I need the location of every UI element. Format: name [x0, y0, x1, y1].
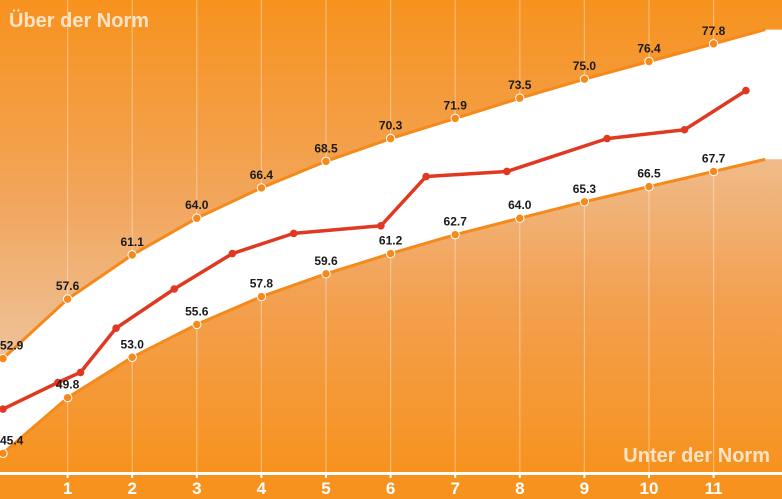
x-tick-label-7: 7	[450, 479, 459, 498]
lower-norm-point-1	[62, 392, 73, 403]
upper-norm-label-1: 57.6	[56, 279, 80, 293]
x-tick-label-9: 9	[580, 479, 589, 498]
lower-norm-point-0	[0, 448, 8, 459]
zone-label-below: Unter der Norm	[623, 445, 770, 467]
measured-point-3	[112, 324, 120, 332]
upper-norm-point-6	[385, 133, 396, 144]
upper-norm-point-5	[321, 156, 331, 167]
measured-point-0	[0, 405, 7, 413]
upper-norm-label-4: 66.4	[250, 168, 274, 182]
measured-point-4	[170, 285, 178, 293]
x-tick-label-6: 6	[386, 479, 395, 498]
lower-norm-point-11	[708, 166, 719, 177]
series-layer	[0, 28, 766, 459]
measured-point-7	[377, 222, 385, 230]
lower-norm-point-3	[192, 319, 202, 330]
lower-norm-label-8: 64.0	[508, 198, 532, 212]
upper-norm-label-5: 68.5	[314, 141, 338, 155]
upper-norm-point-8	[515, 93, 525, 103]
upper-norm-point-9	[579, 74, 590, 84]
lower-norm-label-5: 59.6	[314, 254, 338, 268]
upper-norm-label-6: 70.3	[379, 119, 403, 133]
upper-norm-point-2	[127, 250, 137, 260]
lower-norm-point-7	[450, 229, 460, 240]
x-tick-label-5: 5	[321, 479, 330, 498]
x-axis-ticks: 1 2 3 4 5 6 7 8 9 10 11	[63, 472, 723, 498]
upper-norm-label-7: 71.9	[444, 98, 468, 112]
lower-norm-label-9: 65.3	[573, 182, 597, 196]
measured-point-2	[76, 368, 85, 377]
upper-norm-label-10: 76.4	[637, 42, 661, 56]
lower-norm-point-6	[385, 248, 396, 259]
lower-norm-label-10: 66.5	[637, 167, 661, 181]
lower-norm-point-9	[579, 197, 590, 207]
upper-norm-point-0	[0, 353, 8, 364]
upper-norm-point-11	[708, 39, 719, 49]
measured-point-1	[54, 378, 62, 387]
zone-label-above: Über der Norm	[9, 9, 149, 32]
x-tick-label-11: 11	[705, 479, 723, 498]
x-axis-bar	[0, 474, 782, 499]
x-tick-label-2: 2	[127, 479, 136, 498]
lower-norm-point-10	[644, 181, 654, 192]
lower-norm-label-0: 45.4	[0, 433, 24, 447]
upper-norm-label-0: 52.9	[0, 339, 24, 353]
lower-norm-label-11: 67.7	[702, 151, 726, 165]
measured-point-5	[228, 249, 237, 258]
measured-point-9	[503, 167, 511, 176]
upper-norm-label-11: 77.8	[702, 24, 726, 38]
measured-point-12	[742, 86, 750, 95]
measured-point-6	[289, 229, 298, 238]
lower-norm-point-8	[515, 213, 525, 223]
upper-norm-label-8: 73.5	[508, 78, 532, 92]
below-norm-zone	[0, 159, 782, 473]
lower-norm-point-5	[321, 269, 331, 279]
upper-norm-label-9: 75.0	[573, 59, 597, 73]
upper-norm-point-3	[192, 213, 202, 223]
upper-norm-point-4	[256, 183, 267, 193]
lower-norm-label-4: 57.8	[250, 277, 274, 291]
upper-norm-label-2: 61.1	[121, 235, 145, 249]
x-tick-label-3: 3	[192, 479, 201, 498]
x-tick-label-8: 8	[515, 479, 524, 498]
lower-norm-label-2: 53.0	[121, 337, 145, 351]
upper-norm-point-10	[644, 56, 654, 67]
upper-norm-point-1	[62, 294, 73, 304]
measured-point-10	[603, 134, 611, 143]
above-norm-zone	[0, 0, 782, 359]
upper-norm-label-3: 64.0	[185, 198, 209, 212]
measured-point-11	[680, 125, 689, 134]
lower-norm-label-6: 61.2	[379, 234, 403, 248]
data-labels: 52.9 57.6 61.1 64.0 66.4 68.5 70.3 71.9 73.5 75.0…	[0, 24, 726, 447]
x-tick-label-10: 10	[640, 479, 659, 498]
x-tick-label-1: 1	[63, 479, 72, 498]
lower-norm-point-2	[127, 352, 137, 362]
measured-point-8	[422, 172, 430, 181]
upper-norm-point-7	[450, 113, 460, 124]
x-tick-label-4: 4	[257, 479, 267, 498]
lower-norm-point-4	[256, 291, 267, 302]
gridlines	[66, 0, 715, 474]
lower-norm-label-3: 55.6	[185, 304, 209, 318]
lower-norm-label-1: 49.8	[56, 378, 80, 392]
lower-norm-label-7: 62.7	[444, 215, 468, 229]
